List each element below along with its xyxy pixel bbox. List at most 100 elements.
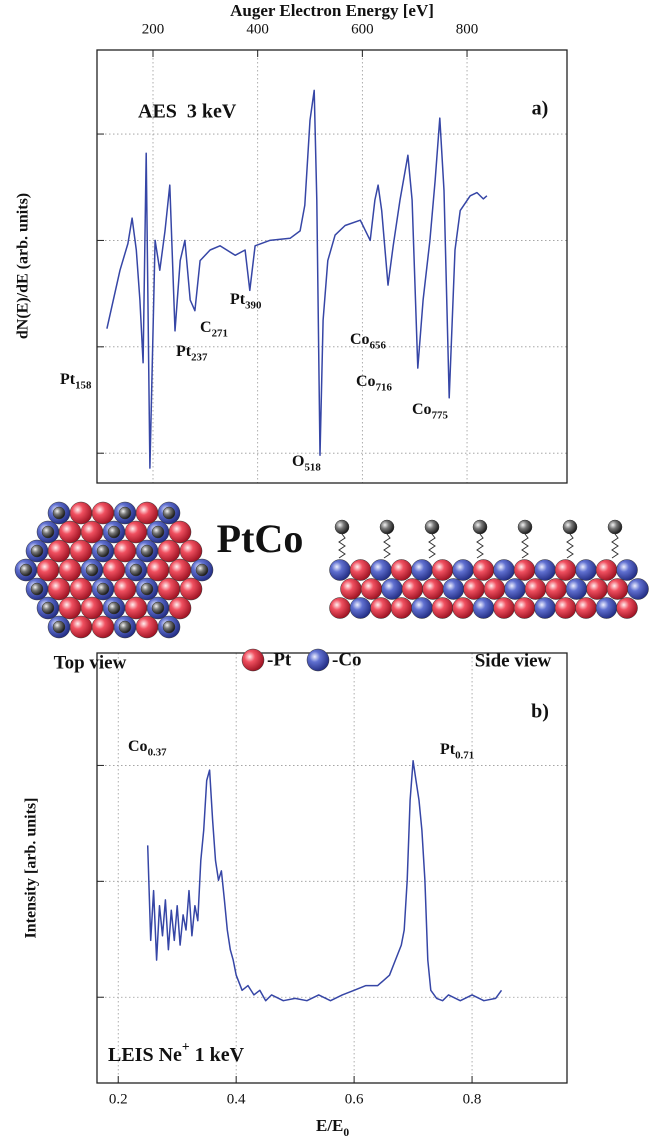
- adsorbate: [41, 525, 55, 539]
- x-tick-label: 800: [456, 21, 479, 37]
- tether: [428, 533, 436, 559]
- adsorbate: [30, 544, 44, 558]
- pt-atom: [370, 597, 392, 619]
- legend-label: -Co: [332, 649, 362, 670]
- pt-atom: [554, 559, 577, 581]
- pt-atom: [36, 558, 60, 582]
- adsorbate: [562, 519, 578, 535]
- annotation-part: Co: [356, 373, 376, 390]
- pt-atom: [179, 577, 203, 601]
- plot-frame: [96, 652, 568, 1084]
- adsorbate: [607, 519, 623, 535]
- adsorbate: [424, 519, 440, 535]
- pt-atom: [58, 558, 82, 582]
- legend-swatch: [241, 648, 265, 672]
- adsorbate: [334, 519, 350, 535]
- x-tick-label: 600: [351, 21, 374, 37]
- y-axis-label: Intensity [arb. units]: [23, 798, 40, 939]
- pt-atom: [102, 558, 126, 582]
- adsorbate: [151, 601, 165, 615]
- adsorbate: [140, 582, 154, 596]
- annotation-part: Co: [128, 738, 148, 755]
- annotation-part: 716: [376, 381, 393, 393]
- pt-atom: [513, 597, 536, 619]
- co-atom: [627, 578, 649, 600]
- adsorbate: [472, 519, 488, 535]
- adsorbate: [517, 519, 533, 535]
- x-tick-label: 0.2: [109, 1091, 128, 1107]
- pt-atom: [113, 577, 137, 601]
- annotation-part: Co: [350, 331, 370, 348]
- pt-atom: [554, 597, 577, 619]
- pt-atom: [47, 539, 71, 563]
- co-atom: [534, 597, 556, 619]
- annotation: Pt390: [230, 291, 262, 311]
- pt-atom: [575, 597, 597, 619]
- data-line: [146, 760, 503, 1002]
- annotation-part: Pt: [176, 343, 192, 360]
- pt-atom: [545, 578, 567, 600]
- co-atom: [565, 578, 588, 600]
- pt-atom: [586, 578, 608, 600]
- x-axis-label: Auger Electron Energy [eV]: [230, 1, 434, 20]
- co-atom: [452, 559, 474, 581]
- pt-atom: [329, 597, 351, 619]
- pt-atom: [135, 501, 159, 525]
- tether: [338, 533, 346, 559]
- annotation-part: 158: [75, 379, 92, 391]
- pt-atom: [157, 539, 181, 563]
- co-atom: [329, 559, 351, 581]
- co-atom: [534, 559, 556, 581]
- adsorbate: [151, 525, 165, 539]
- adsorbate: [379, 519, 395, 535]
- annotation: O518: [292, 453, 321, 473]
- pt-atom: [69, 539, 93, 563]
- tether: [521, 533, 529, 559]
- pt-atom: [349, 559, 372, 581]
- pt-atom: [606, 578, 629, 600]
- pt-atom: [513, 559, 536, 581]
- co-atom: [595, 597, 618, 619]
- pt-atom: [360, 578, 383, 600]
- co-atom: [504, 578, 526, 600]
- adsorbate: [162, 620, 176, 634]
- pt-atom: [124, 520, 148, 544]
- x-tick-label: 400: [246, 21, 269, 37]
- pt-atom: [493, 597, 515, 619]
- annotation-part: C: [200, 319, 212, 336]
- inset-text: LEIS Ne+ 1 keV: [108, 1039, 245, 1065]
- top-view-label: Top view: [54, 652, 127, 673]
- co-atom: [616, 559, 638, 581]
- adsorbate: [195, 563, 209, 577]
- x-axis-label: E/E0: [316, 1116, 349, 1139]
- y-axis-label: dN(E)/dE (arb. units): [15, 193, 32, 339]
- pt-atom: [616, 597, 638, 619]
- pt-atom: [58, 520, 82, 544]
- annotation-part: Co: [412, 401, 432, 418]
- pt-atom: [595, 559, 618, 581]
- adsorbate: [96, 544, 110, 558]
- adsorbate: [41, 601, 55, 615]
- pt-atom: [463, 578, 485, 600]
- pt-atom: [69, 615, 93, 639]
- annotation: Co775: [412, 401, 448, 421]
- pt-atom: [80, 596, 104, 620]
- pt-atom: [168, 520, 192, 544]
- x-tick-label: 0.4: [227, 1091, 246, 1107]
- pt-atom: [340, 578, 362, 600]
- co-atom: [493, 559, 515, 581]
- x-axis-label-part: E/E: [316, 1116, 343, 1135]
- adsorbate: [140, 544, 154, 558]
- annotation-part: O: [292, 453, 304, 470]
- pt-atom: [91, 501, 115, 525]
- co-atom: [472, 597, 495, 619]
- annotation: Pt0.71: [440, 741, 474, 761]
- co-atom: [411, 559, 433, 581]
- pt-atom: [69, 501, 93, 525]
- annotation-part: 656: [370, 339, 387, 351]
- pt-atom: [146, 558, 170, 582]
- pt-atom: [179, 539, 203, 563]
- panel-label: a): [532, 98, 549, 120]
- data-line: [106, 89, 488, 469]
